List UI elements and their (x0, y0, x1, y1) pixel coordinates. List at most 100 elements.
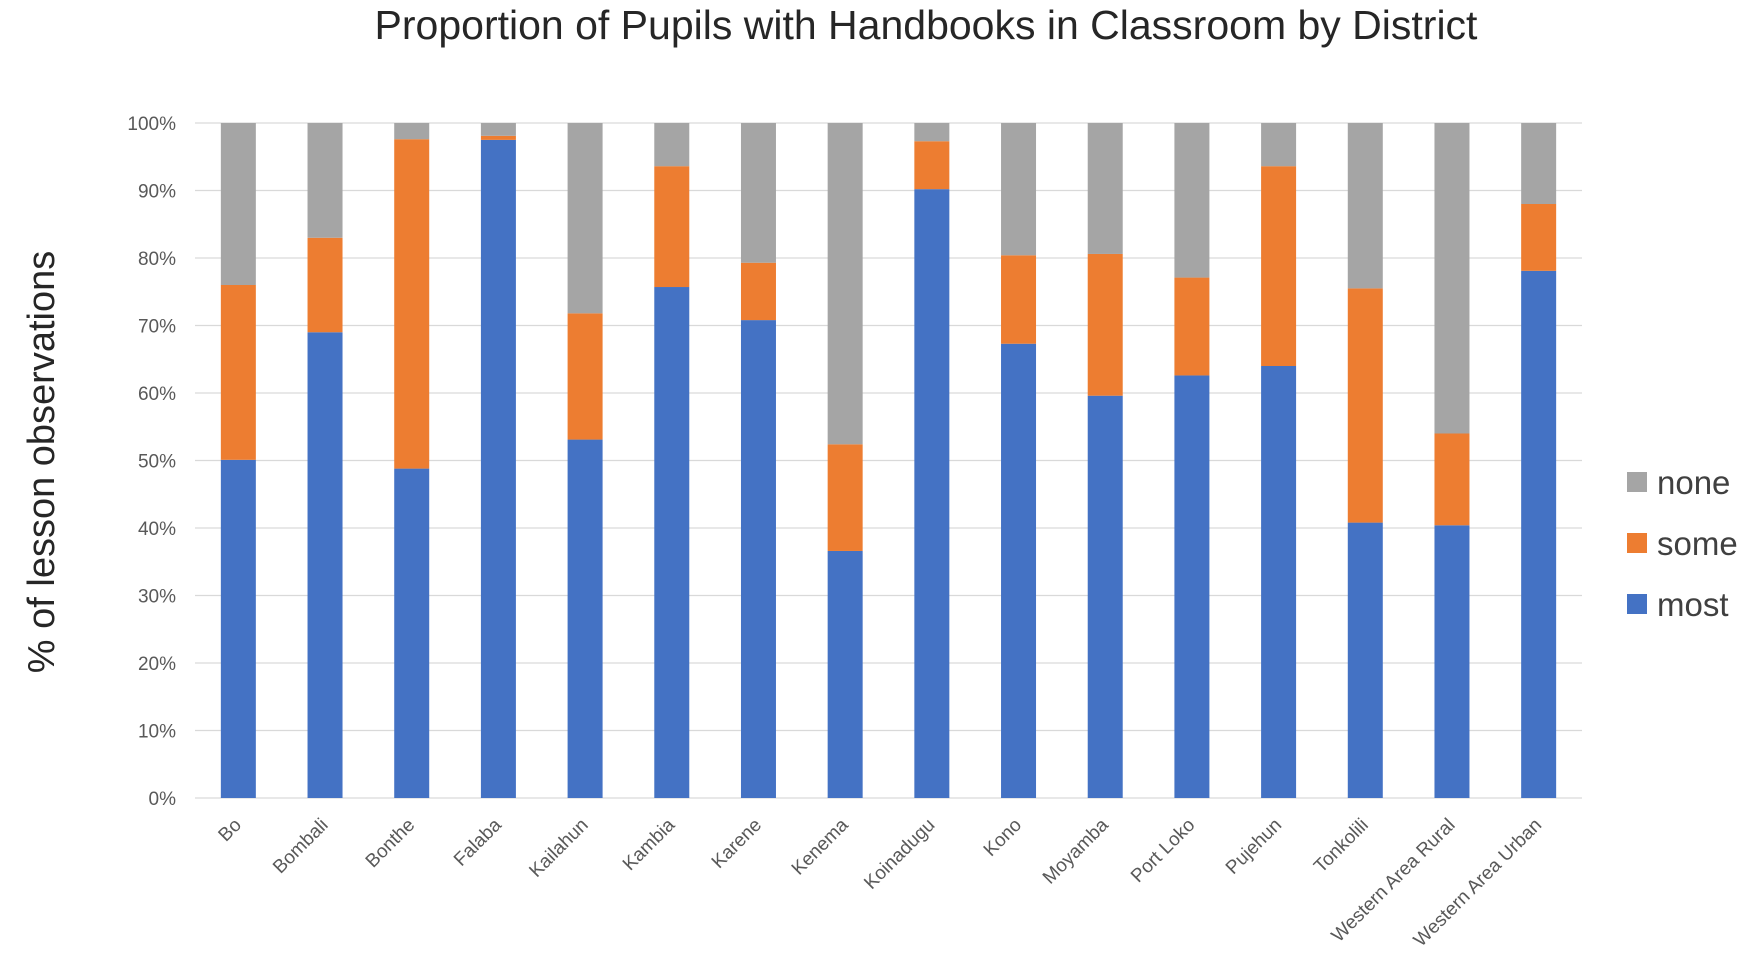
bar-some (567, 313, 603, 440)
y-tick-label: 100% (127, 114, 176, 135)
x-axis-ticks: Bo Bombali Bonthe Falaba Kailahun Kambia Karen… (215, 814, 1547, 951)
x-tick-label: Bo (215, 815, 246, 846)
legend-label: none (1657, 464, 1730, 501)
bar-none (1521, 123, 1557, 204)
bar-stack (220, 123, 256, 798)
bar-stack (567, 123, 603, 798)
y-tick-label: 60% (138, 384, 176, 405)
y-tick-label: 20% (138, 654, 176, 675)
bar-most (1434, 525, 1470, 798)
bar-some (307, 237, 343, 333)
x-tick-label: Pujehun (1222, 815, 1286, 879)
bar-some (1001, 255, 1037, 344)
chart-title: Proportion of Pupils with Handbooks in C… (375, 2, 1479, 48)
bar-none (567, 123, 603, 314)
bar-some (220, 285, 256, 460)
bar-stack (827, 123, 863, 798)
y-tick-label: 10% (138, 722, 176, 743)
legend-swatch (1627, 533, 1647, 553)
x-tick-label: Kambia (619, 814, 680, 875)
bar-most (654, 287, 690, 798)
bar-most (1087, 395, 1123, 798)
x-tick-label: Karene (708, 815, 766, 873)
bar-stack (1174, 123, 1210, 798)
bar-none (1174, 123, 1210, 278)
legend-label: some (1657, 525, 1738, 562)
bar-some (394, 139, 430, 469)
bar-most (827, 550, 863, 798)
bar-none (307, 123, 343, 238)
bar-most (220, 459, 256, 798)
bar-most (740, 320, 776, 798)
legend-item-none: none (1627, 464, 1730, 501)
bar-most (1001, 343, 1037, 798)
bar-none (1261, 123, 1297, 167)
bar-some (914, 141, 950, 190)
x-tick-label: Kailahun (525, 815, 592, 882)
bar-some (1174, 277, 1210, 376)
bar-some (1521, 204, 1557, 271)
y-tick-label: 80% (138, 249, 176, 270)
y-tick-label: 40% (138, 519, 176, 540)
y-tick-label: 30% (138, 587, 176, 608)
x-tick-label: Kono (980, 815, 1026, 861)
x-tick-label: Port Loko (1127, 815, 1199, 887)
bar-stack (1001, 123, 1037, 798)
bar-most (1174, 375, 1210, 798)
bar-most (394, 468, 430, 798)
legend-swatch (1627, 472, 1647, 492)
bar-stack (740, 123, 776, 798)
bar-most (1521, 270, 1557, 798)
y-tick-label: 50% (138, 452, 176, 473)
y-tick-label: 0% (149, 789, 177, 810)
x-tick-label: Bonthe (362, 815, 419, 872)
bar-none (1001, 123, 1037, 256)
bar-none (220, 123, 256, 285)
bar-some (1347, 288, 1383, 523)
bar-most (480, 139, 516, 798)
bar-none (480, 123, 516, 136)
x-tick-label: Koinadugu (860, 815, 939, 894)
bar-some (654, 166, 690, 288)
bar-some (740, 262, 776, 321)
legend-item-most: most (1627, 586, 1729, 623)
bar-stack (1434, 123, 1470, 798)
bar-stack (1347, 123, 1383, 798)
bar-none (394, 123, 430, 140)
bar-stack (654, 123, 690, 798)
bar-none (827, 123, 863, 445)
x-tick-label: Kenema (788, 814, 853, 879)
legend: none some most (1627, 464, 1738, 623)
bar-some (1261, 166, 1297, 366)
bar-none (1434, 123, 1470, 434)
x-tick-label: Tonkolili (1310, 815, 1373, 878)
bar-some (480, 135, 516, 140)
bar-none (1347, 123, 1383, 289)
bar-stack (1521, 123, 1557, 798)
bar-some (1434, 433, 1470, 526)
x-tick-label: Bombali (269, 815, 332, 878)
x-tick-label: Moyamba (1039, 814, 1113, 888)
bar-most (1347, 522, 1383, 798)
legend-swatch (1627, 594, 1647, 614)
y-axis-title: % of lesson observations (21, 251, 63, 673)
bars (220, 123, 1557, 798)
bar-stack (480, 123, 516, 798)
bar-stack (307, 123, 343, 798)
bar-most (914, 189, 950, 798)
bar-none (740, 123, 776, 263)
legend-item-some: some (1627, 525, 1738, 562)
bar-stack (394, 123, 430, 798)
y-axis-ticks: 0% 10% 20% 30% 40% 50% 60% 70% 80% 90% 100% (127, 114, 176, 810)
bar-most (307, 332, 343, 798)
y-tick-label: 70% (138, 317, 176, 338)
legend-label: most (1657, 586, 1729, 623)
bar-none (654, 123, 690, 167)
bar-none (1087, 123, 1123, 254)
y-tick-label: 90% (138, 182, 176, 203)
x-tick-label: Falaba (450, 814, 506, 870)
bar-stack (914, 123, 950, 798)
bar-stack (1261, 123, 1297, 798)
